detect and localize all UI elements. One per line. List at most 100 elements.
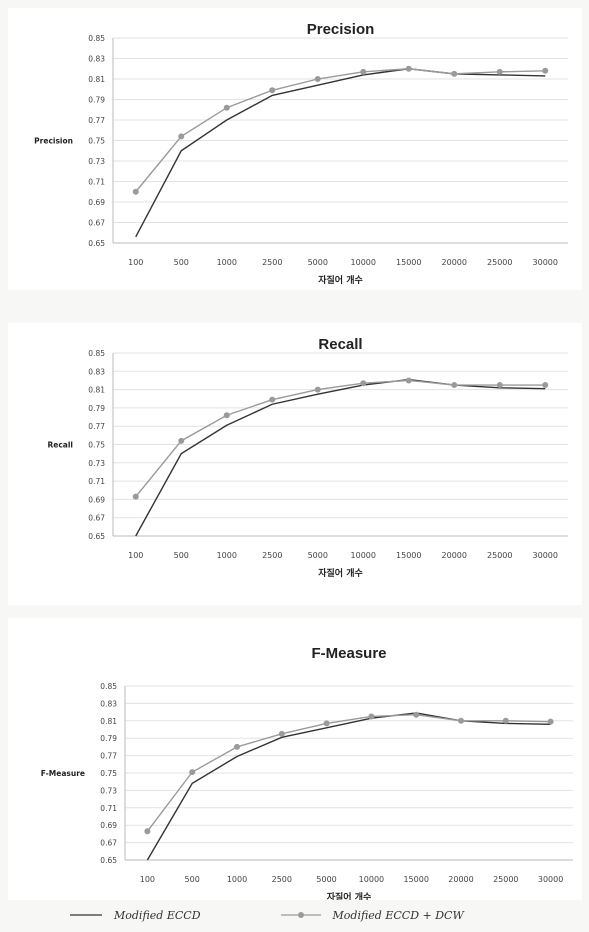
y-tick-label: 0.85 bbox=[88, 349, 105, 358]
y-tick-label: 0.81 bbox=[100, 717, 117, 726]
y-tick-label: 0.71 bbox=[100, 804, 117, 813]
y-tick-label: 0.81 bbox=[88, 386, 105, 395]
data-point bbox=[360, 68, 367, 75]
y-tick-label: 0.69 bbox=[100, 821, 117, 830]
y-tick-label: 0.83 bbox=[100, 699, 117, 708]
x-tick-label: 5000 bbox=[308, 551, 328, 560]
y-axis-label: Recall bbox=[47, 441, 73, 450]
x-tick-label: 20000 bbox=[448, 875, 473, 884]
data-point bbox=[451, 70, 458, 77]
y-tick-label: 0.81 bbox=[88, 75, 105, 84]
data-point bbox=[502, 717, 509, 724]
recall-chart: Recall 0.65 0.67 0.69 0.71 0.73 0.75 0.77 0.79 0.… bbox=[8, 323, 582, 605]
series-line bbox=[135, 68, 546, 238]
y-tick-label: 0.77 bbox=[88, 116, 105, 125]
f-measure-chart: F-Measure 0.65 0.67 0.69 0.71 0.73 0.75 0.77 0.7… bbox=[8, 618, 582, 900]
x-tick-label: 25000 bbox=[487, 551, 512, 560]
data-point bbox=[132, 493, 139, 500]
x-tick-label: 10000 bbox=[351, 551, 376, 560]
data-point bbox=[405, 65, 412, 72]
x-tick-label: 1000 bbox=[227, 875, 247, 884]
x-tick-label: 5000 bbox=[308, 258, 328, 267]
x-tick-label: 15000 bbox=[403, 875, 428, 884]
data-point bbox=[178, 133, 185, 140]
y-tick-label: 0.85 bbox=[88, 34, 105, 43]
data-point bbox=[269, 87, 276, 94]
y-tick-label: 0.65 bbox=[88, 239, 105, 248]
legend-label-eccd: Modified ECCD bbox=[114, 908, 201, 922]
data-point bbox=[314, 76, 321, 82]
data-point bbox=[314, 386, 321, 393]
data-point bbox=[496, 382, 503, 389]
precision-chart: Precision 0.65 0.67 0.69 0.71 0.73 0.75 0.77 0.7… bbox=[8, 8, 582, 290]
series-line bbox=[146, 714, 551, 832]
x-tick-label: 15000 bbox=[396, 258, 421, 267]
x-tick-label: 25000 bbox=[487, 258, 512, 267]
x-tick-label: 500 bbox=[174, 551, 189, 560]
data-point bbox=[458, 717, 464, 724]
y-tick-label: 0.75 bbox=[88, 137, 105, 146]
y-tick-label: 0.85 bbox=[100, 682, 117, 691]
legend-label-eccd-dcw: Modified ECCD + DCW bbox=[332, 908, 464, 922]
y-axis-label: Precision bbox=[34, 137, 73, 146]
data-point bbox=[189, 769, 196, 776]
x-tick-label: 1000 bbox=[217, 551, 237, 560]
data-point bbox=[547, 718, 554, 725]
series-line bbox=[135, 379, 546, 498]
y-tick-label: 0.73 bbox=[88, 459, 105, 468]
y-tick-label: 0.65 bbox=[88, 532, 105, 541]
x-axis-label: 자질어 개수 bbox=[318, 274, 363, 286]
y-tick-label: 0.71 bbox=[88, 178, 105, 187]
x-tick-label: 1000 bbox=[217, 258, 237, 267]
chart-svg: Recall 0.65 0.67 0.69 0.71 0.73 0.75 0.77 0.79 0.… bbox=[47, 336, 568, 579]
legend-item-eccd-dcw: Modified ECCD + DCW bbox=[280, 908, 464, 922]
series-line bbox=[135, 378, 546, 537]
data-point bbox=[323, 720, 330, 727]
x-tick-label: 10000 bbox=[359, 875, 384, 884]
x-tick-label: 15000 bbox=[396, 551, 421, 560]
y-tick-label: 0.67 bbox=[100, 839, 117, 848]
legend-line-marker-icon bbox=[280, 912, 321, 918]
data-point bbox=[223, 104, 230, 111]
x-tick-label: 500 bbox=[185, 875, 200, 884]
x-tick-label: 100 bbox=[128, 551, 143, 560]
y-tick-label: 0.79 bbox=[88, 404, 105, 413]
data-point bbox=[496, 68, 503, 75]
data-point bbox=[413, 711, 420, 718]
x-tick-label: 10000 bbox=[351, 258, 376, 267]
x-tick-label: 30000 bbox=[538, 875, 563, 884]
y-tick-label: 0.83 bbox=[88, 367, 105, 376]
y-tick-label: 0.73 bbox=[88, 157, 105, 166]
data-point bbox=[132, 188, 139, 195]
data-point bbox=[269, 396, 276, 403]
x-tick-label: 100 bbox=[128, 258, 143, 267]
x-tick-label: 100 bbox=[140, 875, 155, 884]
y-tick-label: 0.79 bbox=[100, 734, 117, 743]
x-tick-label: 30000 bbox=[533, 258, 558, 267]
data-point bbox=[234, 743, 240, 750]
y-tick-label: 0.79 bbox=[88, 96, 105, 105]
y-tick-label: 0.67 bbox=[88, 219, 105, 228]
data-point bbox=[542, 67, 549, 74]
x-tick-label: 5000 bbox=[316, 875, 336, 884]
y-tick-label: 0.67 bbox=[88, 514, 105, 523]
legend: Modified ECCD Modified ECCD + DCW bbox=[60, 905, 560, 925]
legend-item-eccd: Modified ECCD bbox=[70, 909, 201, 922]
x-tick-label: 500 bbox=[174, 258, 189, 267]
chart-title: F-Measure bbox=[311, 645, 386, 662]
data-point bbox=[178, 437, 185, 444]
x-tick-label: 25000 bbox=[493, 875, 518, 884]
chart-svg: Precision 0.65 0.67 0.69 0.71 0.73 0.75 0.77 0.7… bbox=[34, 21, 568, 286]
x-tick-label: 2500 bbox=[262, 551, 282, 560]
y-tick-label: 0.77 bbox=[100, 752, 117, 761]
data-point bbox=[278, 730, 285, 737]
data-point bbox=[405, 377, 412, 384]
y-axis-label: F-Measure bbox=[41, 769, 85, 778]
x-axis-label: 자질어 개수 bbox=[327, 891, 372, 900]
y-tick-label: 0.77 bbox=[88, 422, 105, 431]
chart-svg: F-Measure 0.65 0.67 0.69 0.71 0.73 0.75 0.77 0.7… bbox=[41, 645, 573, 900]
series-line bbox=[135, 68, 546, 193]
y-tick-label: 0.75 bbox=[88, 441, 105, 450]
y-tick-label: 0.71 bbox=[88, 477, 105, 486]
